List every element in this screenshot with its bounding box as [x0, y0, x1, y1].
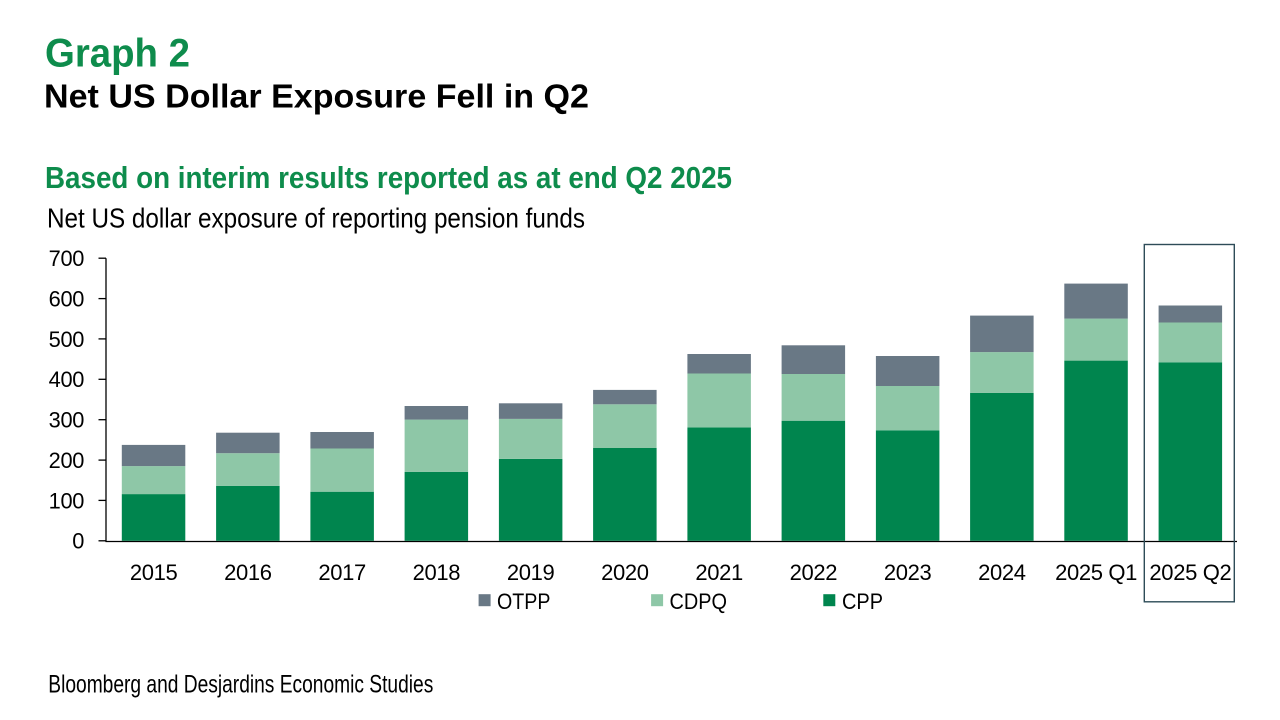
svg-text:2016: 2016	[224, 560, 272, 585]
svg-text:Net US Dollar Exposure Fell in: Net US Dollar Exposure Fell in Q2	[44, 78, 589, 115]
svg-text:2017: 2017	[318, 560, 366, 585]
svg-text:500: 500	[49, 327, 85, 352]
svg-text:2020: 2020	[601, 560, 649, 585]
svg-text:2024: 2024	[978, 560, 1026, 585]
svg-text:2018: 2018	[413, 560, 461, 585]
svg-text:0: 0	[72, 529, 84, 554]
svg-text:Based on interim results repor: Based on interim results reported as at …	[45, 161, 732, 195]
svg-text:CDPQ: CDPQ	[670, 589, 728, 614]
svg-text:2021: 2021	[695, 560, 743, 585]
svg-text:Graph 2: Graph 2	[45, 31, 190, 75]
svg-text:Bloomberg and Desjardins Econo: Bloomberg and Desjardins Economic Studie…	[48, 671, 433, 699]
svg-text:2023: 2023	[884, 560, 932, 585]
svg-text:2025 Q2: 2025 Q2	[1149, 560, 1231, 585]
svg-text:2015: 2015	[130, 560, 178, 585]
svg-text:2025 Q1: 2025 Q1	[1055, 560, 1137, 585]
svg-text:OTPP: OTPP	[497, 589, 551, 614]
svg-text:CPP: CPP	[842, 589, 883, 614]
svg-text:2022: 2022	[790, 560, 838, 585]
svg-text:100: 100	[49, 488, 85, 513]
svg-text:400: 400	[49, 367, 85, 392]
svg-text:600: 600	[49, 287, 85, 312]
svg-text:300: 300	[49, 408, 85, 433]
svg-text:200: 200	[49, 448, 85, 473]
svg-text:700: 700	[49, 246, 85, 271]
svg-text:2019: 2019	[507, 560, 555, 585]
svg-text:Net US dollar exposure of repo: Net US dollar exposure of reporting pens…	[47, 203, 585, 234]
